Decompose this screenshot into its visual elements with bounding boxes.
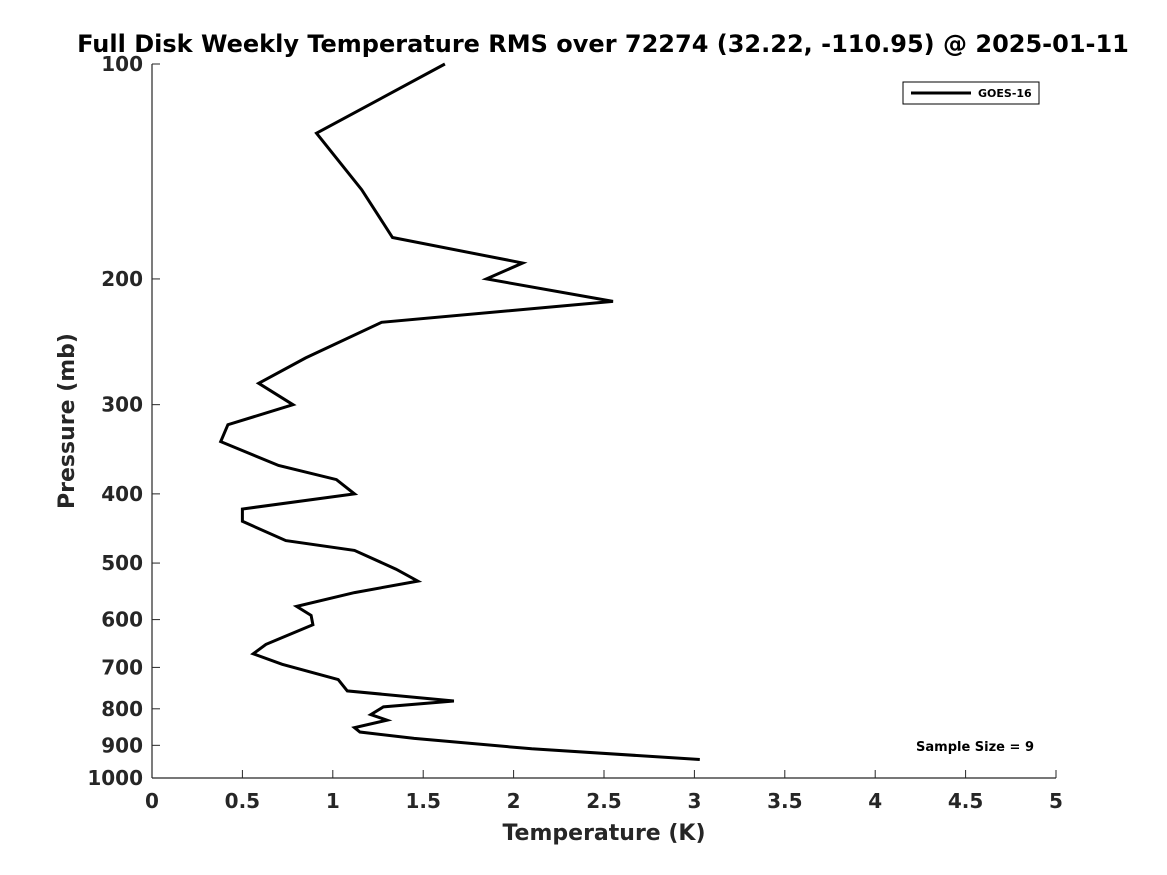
x-tick-label: 5 bbox=[1049, 789, 1063, 813]
series-group bbox=[218, 62, 700, 761]
y-tick-label: 600 bbox=[101, 608, 143, 632]
legend-entry-goes-16: GOES-16 bbox=[978, 87, 1032, 100]
y-tick-label: 1000 bbox=[87, 766, 143, 790]
y-tick-label: 300 bbox=[101, 393, 143, 417]
y-axis-label: Pressure (mb) bbox=[55, 333, 80, 509]
x-tick-label: 0.5 bbox=[225, 789, 260, 813]
x-tick-label: 1 bbox=[326, 789, 340, 813]
y-ticks: 100 200 300 400 500 600 700 800 900 1000 bbox=[87, 52, 160, 790]
y-tick-label: 100 bbox=[101, 52, 143, 76]
y-tick-label: 500 bbox=[101, 551, 143, 575]
legend: GOES-16 bbox=[902, 81, 1040, 105]
x-tick-label: 3 bbox=[687, 789, 701, 813]
series-line-goes-16 bbox=[218, 62, 700, 761]
y-tick-label: 800 bbox=[101, 697, 143, 721]
x-tick-label: 2.5 bbox=[586, 789, 621, 813]
x-tick-label: 2 bbox=[507, 789, 521, 813]
x-tick-label: 4.5 bbox=[948, 789, 983, 813]
y-tick-label: 700 bbox=[101, 655, 143, 679]
x-tick-label: 1.5 bbox=[405, 789, 440, 813]
y-tick-label: 200 bbox=[101, 267, 143, 291]
chart-title: Full Disk Weekly Temperature RMS over 72… bbox=[77, 30, 1129, 58]
axes bbox=[151, 64, 1056, 779]
y-tick-label: 900 bbox=[101, 733, 143, 757]
x-ticks: 0 0.5 1 1.5 2 2.5 3 3.5 4 4.5 5 bbox=[145, 770, 1063, 813]
x-tick-label: 4 bbox=[868, 789, 882, 813]
sample-size-annotation: Sample Size = 9 bbox=[916, 740, 1034, 755]
x-axis-label: Temperature (K) bbox=[502, 821, 705, 846]
x-tick-label: 3.5 bbox=[767, 789, 802, 813]
x-tick-label: 0 bbox=[145, 789, 159, 813]
y-tick-label: 400 bbox=[101, 482, 143, 506]
